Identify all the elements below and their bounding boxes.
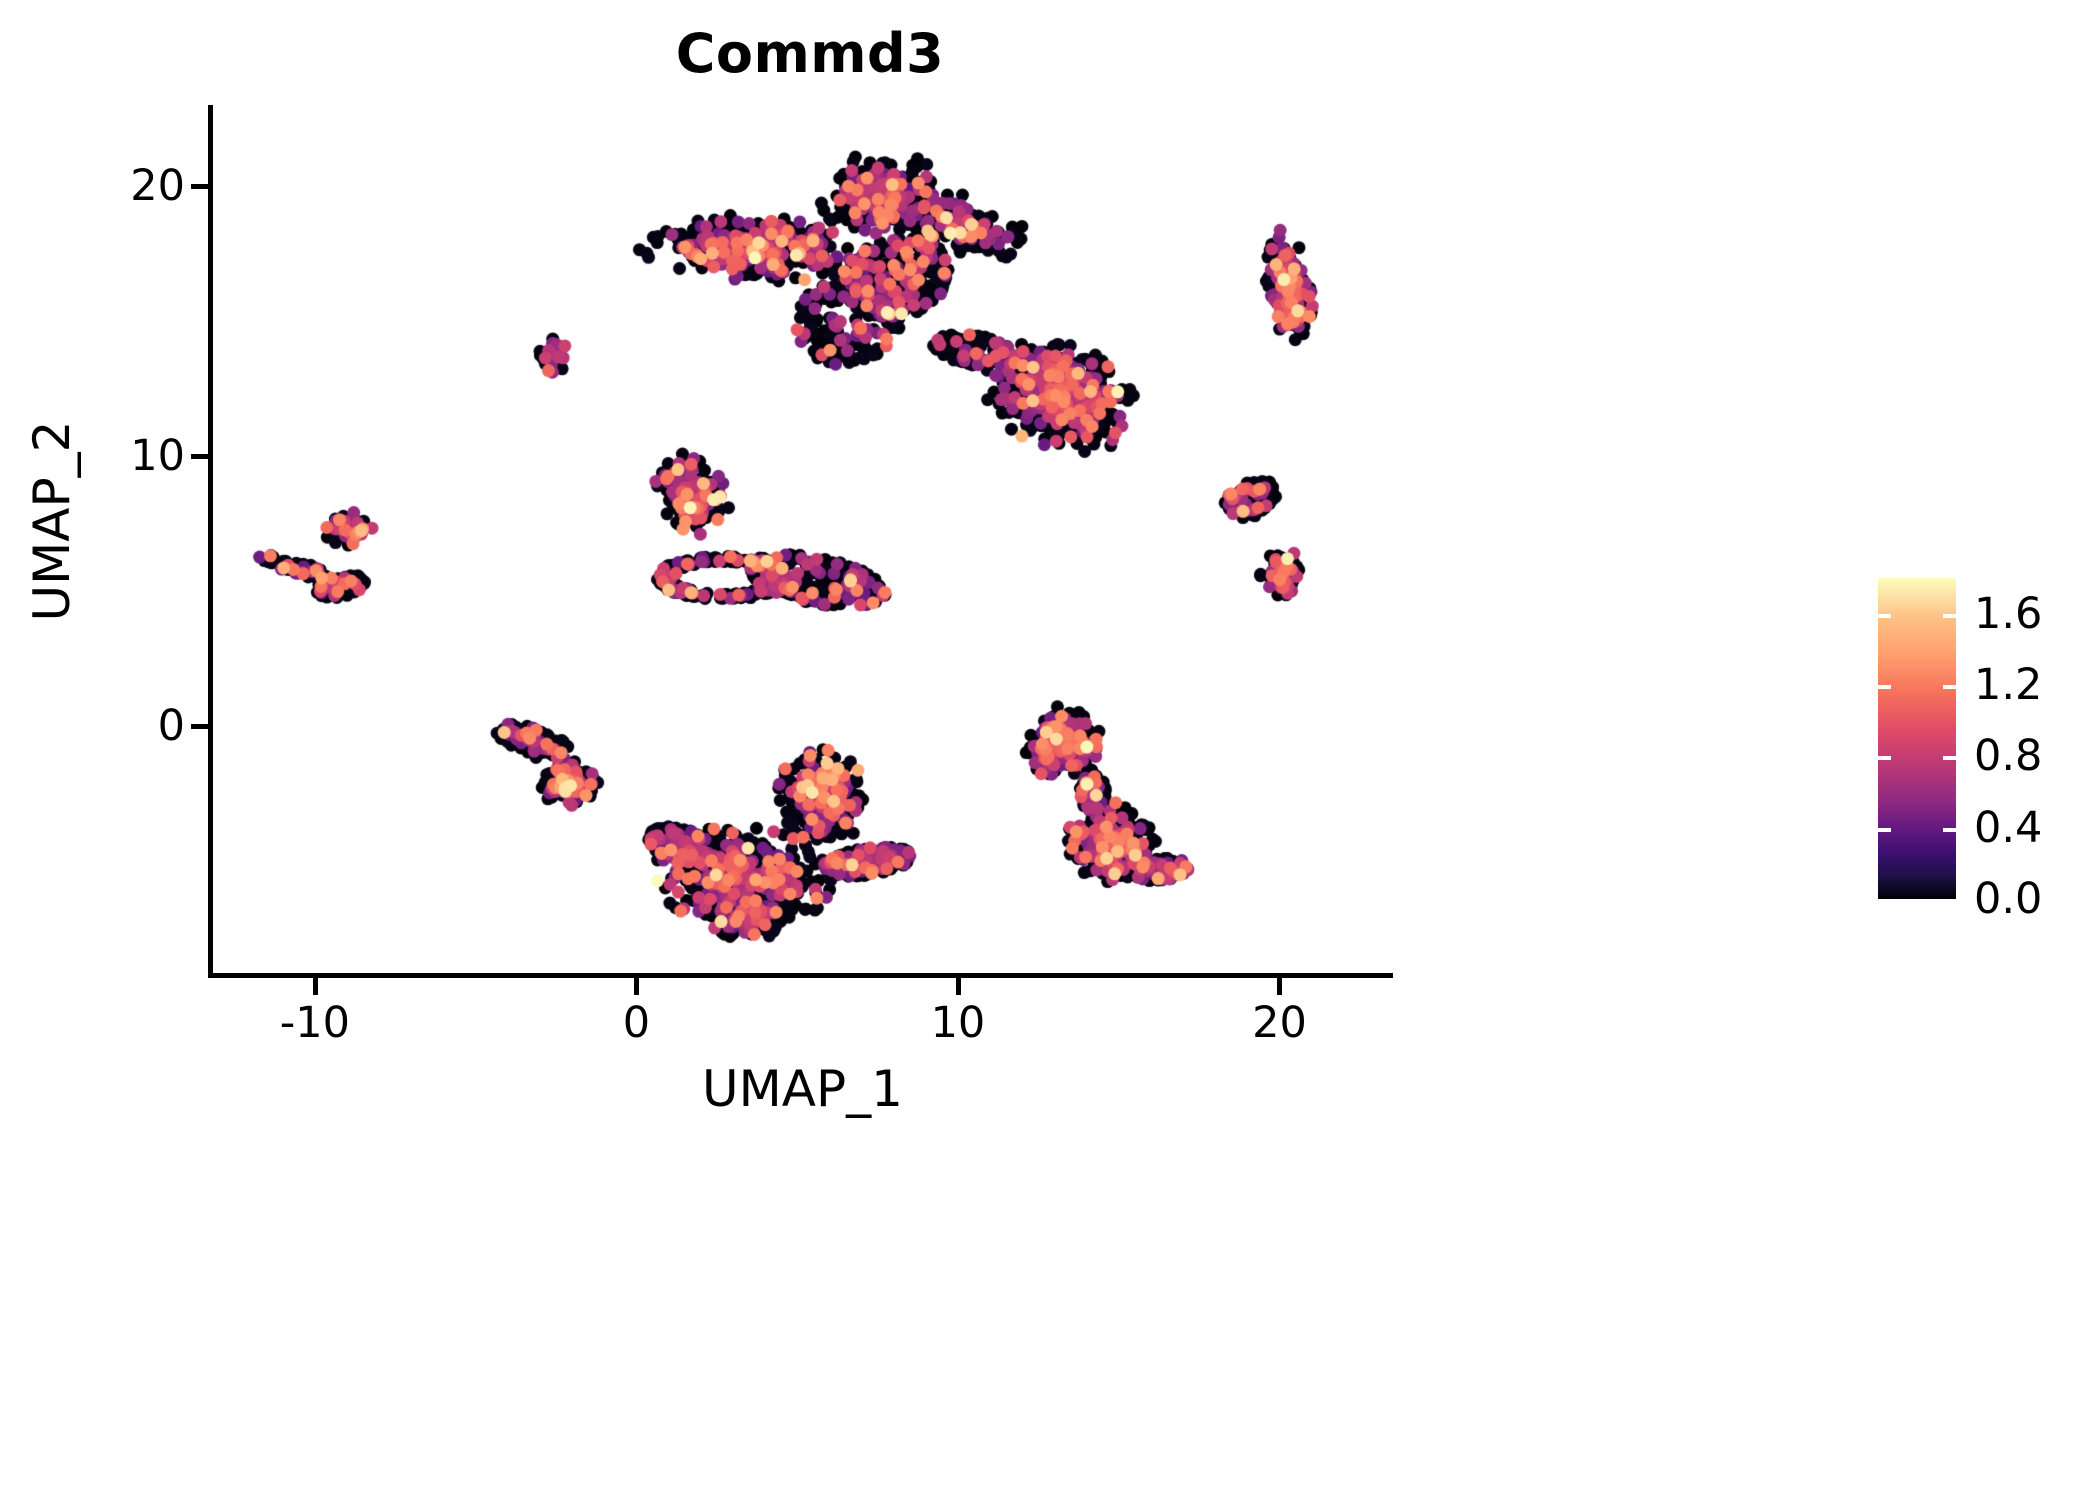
colorbar-tick-mark (1878, 827, 1891, 832)
colorbar-tick-mark (1878, 756, 1891, 761)
colorbar-tick-mark (1878, 899, 1891, 903)
colorbar-gradient (1878, 578, 1956, 899)
colorbar-tick-label: 1.6 (1974, 588, 2043, 639)
x-axis-label: UMAP_1 (702, 1060, 903, 1118)
x-tick-label: 0 (622, 998, 651, 1048)
x-tick-label: 20 (1252, 998, 1307, 1048)
y-tick-label: 0 (157, 701, 185, 752)
colorbar-tick-mark (1943, 899, 1956, 903)
colorbar-tick-label: 1.2 (1974, 660, 2043, 710)
plot-axes-area (212, 105, 1392, 975)
colorbar-tick-label: 0.4 (1974, 802, 2043, 853)
colorbar-tick-mark (1943, 827, 1956, 832)
colorbar-tick-mark (1878, 685, 1891, 689)
scatter-points-canvas (212, 105, 1392, 975)
y-tick-mark (191, 184, 208, 190)
x-tick-mark (1277, 978, 1283, 995)
y-tick-mark (191, 454, 208, 460)
y-tick-label: 10 (130, 431, 185, 482)
colorbar-tick-mark (1943, 756, 1956, 761)
x-tick-label: -10 (279, 998, 350, 1048)
x-tick-mark (955, 978, 961, 995)
x-tick-mark (312, 978, 318, 995)
colorbar-tick-mark (1943, 613, 1956, 618)
y-axis-spine (208, 105, 213, 977)
colorbar-tick-mark (1943, 685, 1956, 689)
x-axis-spine (208, 973, 1393, 978)
colorbar-tick-label: 0.0 (1974, 874, 2043, 924)
colorbar-tick-mark (1878, 613, 1891, 618)
colorbar-tick-label: 0.8 (1974, 731, 2043, 782)
x-tick-mark (634, 978, 640, 995)
y-tick-label: 20 (130, 161, 185, 212)
page-title: Commd3 (675, 22, 945, 85)
colorbar (1878, 578, 1956, 903)
x-tick-label: 10 (930, 998, 986, 1048)
y-axis-label: UMAP_2 (23, 420, 81, 622)
y-tick-mark (191, 724, 208, 730)
